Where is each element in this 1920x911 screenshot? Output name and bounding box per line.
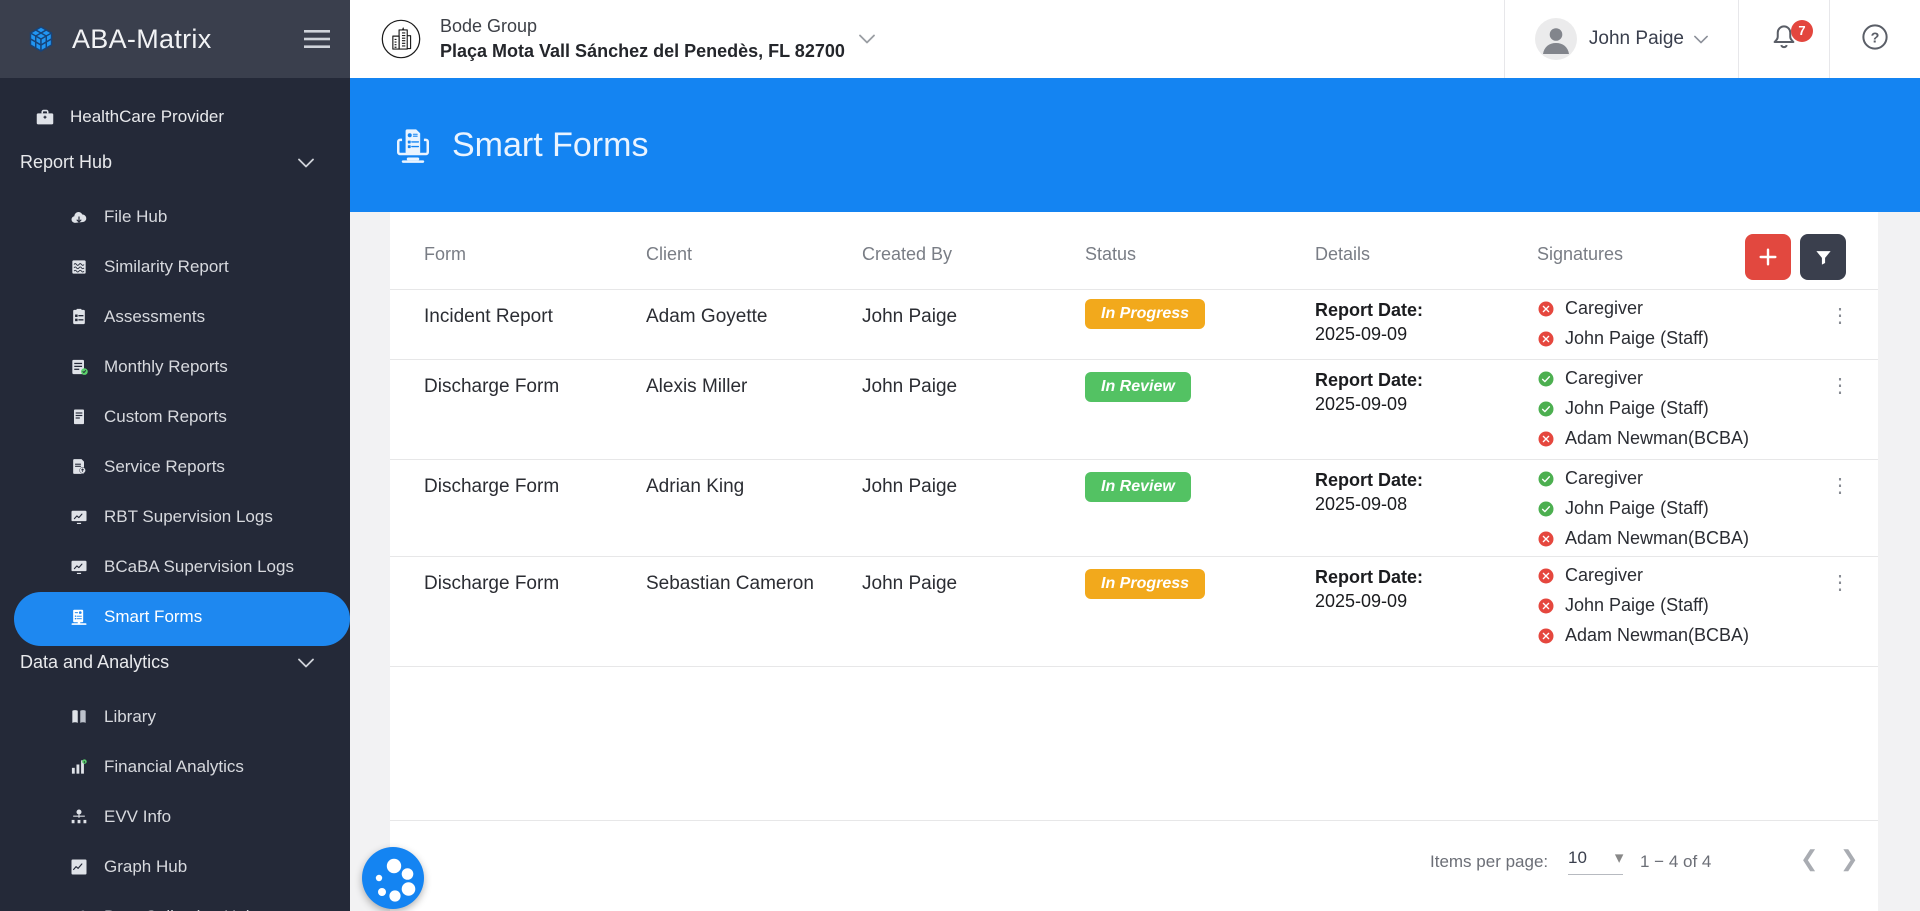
svg-text:?: ?: [1871, 30, 1880, 46]
